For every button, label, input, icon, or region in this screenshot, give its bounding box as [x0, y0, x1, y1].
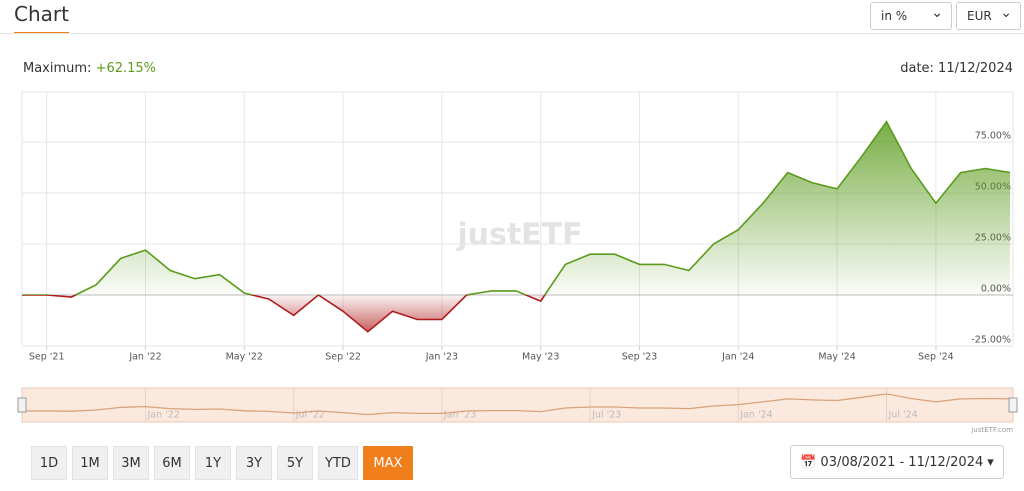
- y-tick-label: 75.00%: [975, 130, 1011, 141]
- credit: justETF.com: [970, 426, 1013, 434]
- range-button[interactable]: 3Y: [236, 446, 272, 480]
- range-button[interactable]: 5Y: [277, 446, 313, 480]
- currency-select[interactable]: EUR: [956, 2, 1021, 30]
- navigator-tick-label: Jul '24: [888, 410, 918, 421]
- navigator-tick-label: Jan '23: [443, 410, 476, 421]
- range-button[interactable]: 1Y: [195, 446, 231, 480]
- x-tick-label: Jan '24: [721, 352, 754, 363]
- calendar-icon: 📅: [800, 454, 817, 470]
- x-tick-label: Sep '24: [918, 352, 954, 363]
- date-range-picker[interactable]: 📅 03/08/2021 - 11/12/2024 ▾: [790, 445, 1004, 479]
- range-button[interactable]: MAX: [362, 446, 413, 480]
- y-tick-label: -25.00%: [971, 335, 1011, 346]
- range-button[interactable]: 1D: [31, 446, 67, 480]
- navigator-tick-label: Jan '24: [739, 410, 772, 421]
- x-tick-label: Jan '23: [425, 352, 458, 363]
- line: [22, 120, 1011, 333]
- x-tick-label: Sep '21: [29, 352, 65, 363]
- range-buttons: 1D 1M 3M 6M 1Y 3Y 5Y YTD MAX: [31, 446, 413, 480]
- date: date: 11/12/2024: [900, 61, 1013, 76]
- max-value: +62.15%: [95, 61, 157, 76]
- navigator-handle[interactable]: [17, 397, 27, 413]
- caret: ▾: [987, 454, 994, 470]
- date-range: 03/08/2021 - 11/12/2024: [820, 454, 984, 470]
- summary: Maximum: +62.15%: [23, 61, 156, 76]
- navigator: [21, 387, 1014, 423]
- divider: [0, 33, 1024, 34]
- x-tick-label: May '24: [818, 352, 855, 363]
- x-tick-label: May '22: [226, 352, 263, 363]
- range-button[interactable]: 1M: [72, 446, 108, 480]
- max-label: Maximum:: [23, 61, 92, 76]
- x-tick-label: Sep '22: [325, 352, 361, 363]
- page-title: Chart: [14, 2, 69, 26]
- watermark: justETF: [456, 218, 582, 253]
- x-tick-label: May '23: [522, 352, 559, 363]
- area: [22, 121, 1010, 332]
- x-tick-label: Sep '23: [622, 352, 658, 363]
- unit-select[interactable]: in %: [870, 2, 952, 30]
- navigator-tick-label: Jul '23: [591, 410, 621, 421]
- navigator-tick-label: Jul '22: [295, 410, 325, 421]
- x-tick-label: Jan '22: [128, 352, 161, 363]
- range-button[interactable]: 3M: [113, 446, 149, 480]
- navigator-line: [22, 393, 1011, 416]
- range-button[interactable]: 6M: [154, 446, 190, 480]
- navigator-tick-label: Jan '22: [147, 410, 180, 421]
- navigator-handle[interactable]: [1008, 397, 1018, 413]
- range-button[interactable]: YTD: [318, 446, 358, 480]
